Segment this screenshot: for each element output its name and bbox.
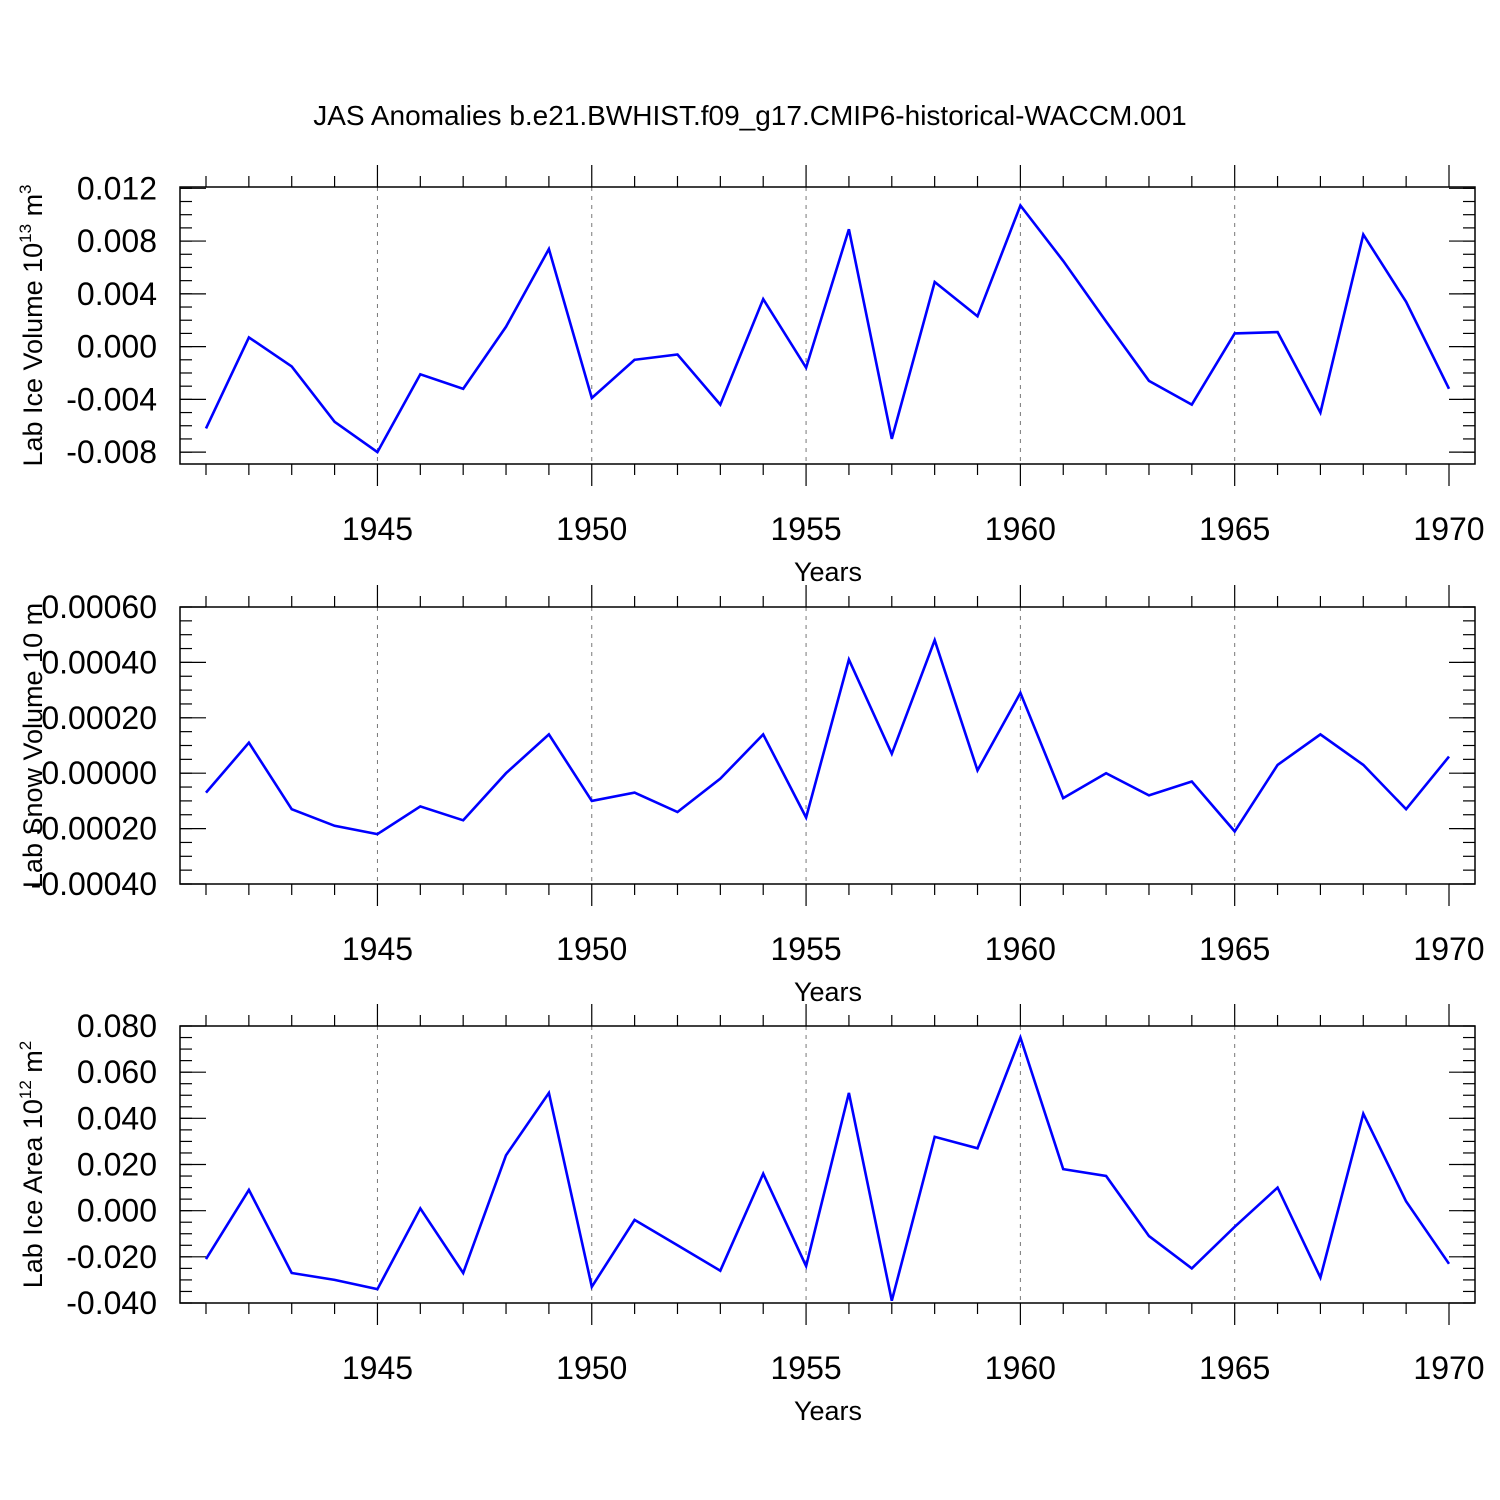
y-tick-label: 0.000 bbox=[77, 329, 157, 365]
panel-2: 1945 1950 1955 1960 1965 1970 Years 0.00060 0.00… bbox=[18, 585, 1485, 1007]
y-axis-label: Lab Ice Area 1012 m2 bbox=[16, 1041, 48, 1289]
x-tick-label: 1970 bbox=[1413, 1350, 1484, 1386]
panel-3: 1945 1950 1955 1960 1965 1970 Years 0.080 0.060 0… bbox=[16, 1004, 1485, 1426]
series-line bbox=[205, 636, 1451, 836]
y-axis-label-unit: m bbox=[18, 1050, 48, 1080]
y-axis-label-exp: 13 bbox=[16, 224, 35, 243]
y-axis-label-unit: m bbox=[18, 603, 48, 633]
y-axis-label: Lab Ice Volume 1013 m3 bbox=[16, 184, 48, 466]
y-axis-label-unit: m bbox=[18, 194, 48, 224]
x-tick-label: 1950 bbox=[556, 931, 627, 967]
x-tick-label: 1960 bbox=[985, 1350, 1056, 1386]
x-axis-label: Years bbox=[794, 1396, 862, 1426]
x-tick-label: 1960 bbox=[985, 511, 1056, 547]
y-tick-label: 0.008 bbox=[77, 223, 157, 259]
series-line bbox=[204, 1033, 1451, 1302]
y-axis-label-unit-exp: 2 bbox=[16, 1041, 35, 1050]
x-tick-label: 1965 bbox=[1199, 931, 1270, 967]
x-tick-label: 1950 bbox=[556, 1350, 627, 1386]
x-tick-label: 1945 bbox=[342, 1350, 413, 1386]
x-tick-label: 1960 bbox=[985, 931, 1056, 967]
x-tick-label: 1945 bbox=[342, 931, 413, 967]
y-tick-label: 0.040 bbox=[77, 1100, 157, 1136]
y-tick-label: 0.060 bbox=[77, 1054, 157, 1090]
x-axis-label: Years bbox=[794, 557, 862, 587]
y-tick-label: 0.00060 bbox=[41, 589, 157, 625]
x-tick-label: 1970 bbox=[1413, 511, 1484, 547]
y-tick-label: -0.004 bbox=[66, 381, 157, 417]
plot-frame bbox=[179, 1025, 1476, 1304]
y-tick-label: -0.00020 bbox=[31, 811, 157, 847]
y-tick-label: 0.000 bbox=[77, 1193, 157, 1229]
x-tick-label: 1970 bbox=[1413, 931, 1484, 967]
y-tick-label: 0.00040 bbox=[41, 644, 157, 680]
figure-title: JAS Anomalies b.e21.BWHIST.f09_g17.CMIP6… bbox=[313, 100, 1187, 131]
y-tick-label: 0.080 bbox=[77, 1008, 157, 1044]
y-tick-label: 0.00020 bbox=[41, 700, 157, 736]
y-axis-label-exp: 12 bbox=[16, 1080, 35, 1099]
x-tick-label: 1965 bbox=[1199, 1350, 1270, 1386]
series-line bbox=[204, 202, 1451, 455]
x-tick-label: 1955 bbox=[770, 1350, 841, 1386]
x-tick-label: 1955 bbox=[770, 511, 841, 547]
x-tick-label: 1955 bbox=[770, 931, 841, 967]
x-tick-label: 1965 bbox=[1199, 511, 1270, 547]
plot-frame bbox=[179, 606, 1476, 885]
y-axis-label-main: Lab Ice Volume 10 bbox=[18, 243, 48, 467]
y-axis-label-main: Lab Snow Volume 10 bbox=[18, 633, 48, 888]
y-tick-label: 0.00000 bbox=[41, 755, 157, 791]
y-tick-label: -0.008 bbox=[66, 434, 157, 470]
y-tick-label: -0.00040 bbox=[31, 866, 157, 902]
plot-frame bbox=[179, 186, 1476, 465]
x-tick-label: 1950 bbox=[556, 511, 627, 547]
y-axis-label: Lab Snow Volume 10 m bbox=[18, 603, 48, 888]
y-axis-label-main: Lab Ice Area 10 bbox=[18, 1099, 48, 1288]
y-tick-label: 0.012 bbox=[77, 170, 157, 206]
panel-1: 1945 1950 1955 1960 1965 1970 Years 0.012 0.008 0… bbox=[16, 165, 1485, 587]
y-tick-label: 0.020 bbox=[77, 1147, 157, 1183]
y-tick-label: -0.040 bbox=[66, 1285, 157, 1321]
y-tick-label: 0.004 bbox=[77, 276, 157, 312]
y-axis-label-unit-exp: 3 bbox=[16, 184, 35, 193]
x-axis-label: Years bbox=[794, 977, 862, 1007]
x-tick-label: 1945 bbox=[342, 511, 413, 547]
y-tick-label: -0.020 bbox=[66, 1239, 157, 1275]
